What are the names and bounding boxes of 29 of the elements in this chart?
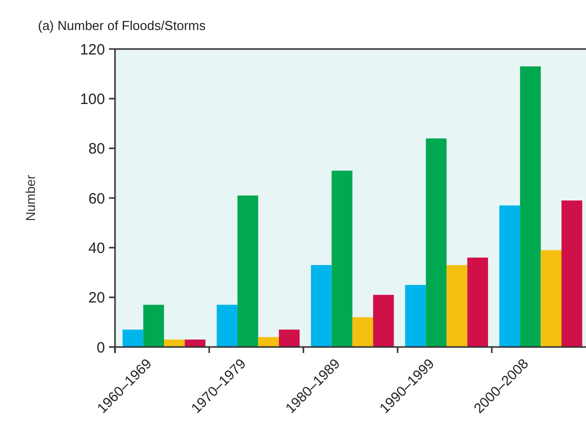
- y-tick-label: 20: [88, 290, 105, 307]
- bar: [426, 138, 447, 347]
- bar: [143, 304, 164, 347]
- chart-title: (a) Number of Floods/Storms: [38, 18, 206, 33]
- bar: [332, 170, 352, 347]
- bar: [499, 205, 520, 347]
- bar: [540, 250, 562, 347]
- bar: [520, 66, 541, 347]
- bar: [122, 330, 144, 347]
- y-tick-label: 100: [80, 90, 105, 108]
- bar: [258, 337, 279, 347]
- bar: [184, 340, 206, 347]
- bar: [216, 304, 238, 347]
- bar: [164, 340, 185, 347]
- y-tick-label: 60: [88, 190, 105, 208]
- y-tick-label: 120: [80, 41, 105, 58]
- bar: [310, 265, 332, 347]
- y-axis-title: Number: [23, 174, 38, 222]
- bar: [467, 258, 488, 347]
- bar: [237, 196, 258, 347]
- bar: [446, 265, 468, 347]
- y-tick-label: 80: [88, 140, 105, 158]
- bar: [562, 200, 582, 347]
- y-tick-label: 0: [96, 339, 105, 356]
- bar: [278, 330, 300, 347]
- bar: [405, 284, 426, 347]
- bar: [352, 317, 374, 347]
- y-tick-label: 40: [88, 240, 105, 257]
- bar: [373, 294, 394, 347]
